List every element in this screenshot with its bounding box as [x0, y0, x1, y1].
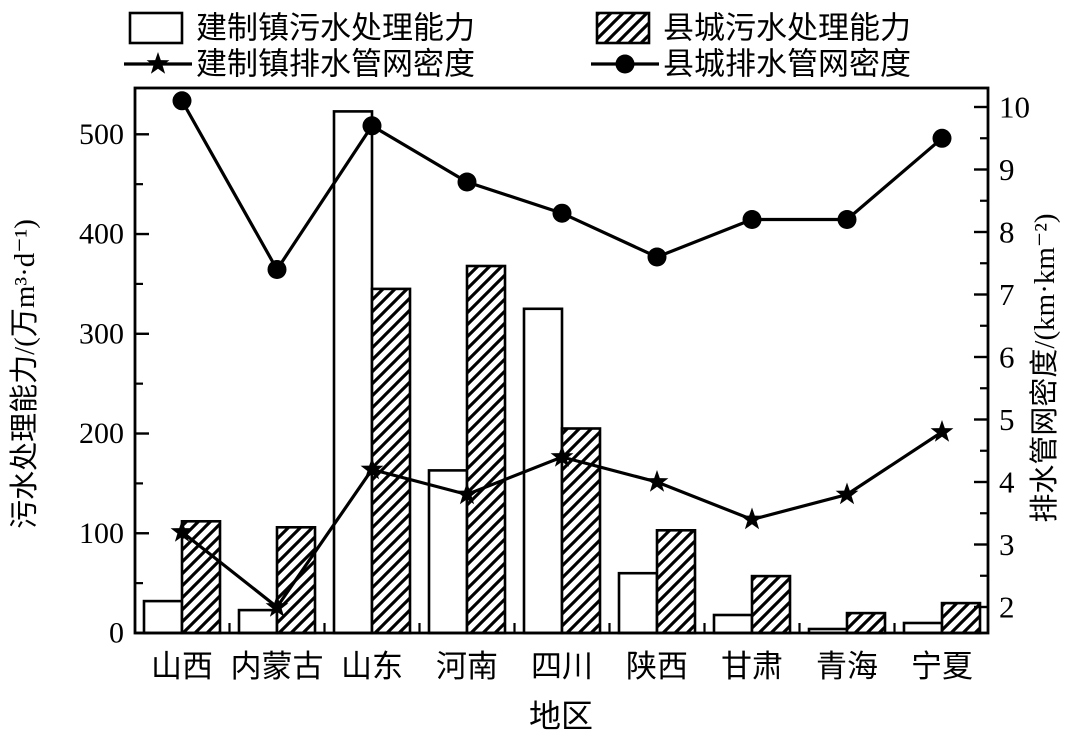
county-density-point [647, 247, 667, 267]
x-tick-label: 陕西 [626, 649, 688, 684]
county-density-point [837, 210, 857, 229]
town-density-point [360, 457, 384, 480]
right-tick-label: 3 [999, 527, 1015, 562]
lines-layer [170, 91, 954, 617]
legend-label: 县城排水管网密度 [663, 47, 911, 82]
right-tick-label: 9 [999, 152, 1015, 187]
legend-label: 建制镇污水处理能力 [196, 11, 475, 46]
town-density-point [645, 470, 669, 492]
town-density-point [265, 595, 289, 617]
left-tick-label: 200 [79, 417, 124, 450]
county-density-point [457, 172, 477, 192]
county-density-point [932, 128, 952, 148]
bar-town [902, 621, 944, 635]
x-tick-label: 青海 [816, 649, 878, 684]
legend-item: 县城排水管网密度 [591, 47, 911, 82]
town-density-point [835, 482, 859, 505]
bar-town [712, 613, 754, 635]
legend-item: 建制镇排水管网密度 [124, 47, 475, 82]
right-tick-label: 5 [999, 402, 1015, 437]
legend-item: 县城污水处理能力 [595, 11, 911, 46]
axis-labels-layer: 地区 污水处理能力/(万m³·d⁻¹) 排水管网密度/(km·km⁻²) [8, 213, 1061, 734]
left-tick-label: 300 [79, 317, 124, 350]
left-tick-label: 0 [109, 617, 124, 650]
right-axis-title: 排水管网密度/(km·km⁻²) [1028, 213, 1061, 522]
legend-open-bar-swatch [128, 11, 184, 45]
town-density-point [550, 445, 574, 467]
bar-county [370, 287, 412, 635]
left-tick-label: 500 [79, 118, 124, 151]
county-density-point [172, 91, 192, 111]
county-density-point [267, 260, 287, 279]
county-density-point [362, 116, 382, 136]
x-tick-label: 甘肃 [721, 649, 783, 684]
left-tick-label: 400 [79, 218, 124, 251]
bar-county [750, 574, 792, 635]
right-tick-label: 2 [999, 590, 1015, 625]
legend-star-marker [146, 52, 170, 74]
legend-label: 县城污水处理能力 [663, 11, 911, 46]
legend-label: 建制镇排水管网密度 [196, 47, 475, 82]
right-tick-label: 10 [999, 90, 1030, 125]
legend-hatched-bar-swatch [595, 11, 651, 45]
legend-item: 建制镇污水处理能力 [128, 11, 475, 46]
left-tick-label: 100 [79, 517, 124, 550]
x-tick-label: 山西 [151, 649, 213, 684]
bar-county [655, 528, 697, 635]
left-axis-title: 污水处理能力/(万m³·d⁻¹) [8, 219, 41, 529]
right-tick-label: 7 [999, 277, 1015, 312]
town-density-point [170, 520, 194, 542]
x-tick-label: 山东 [341, 649, 403, 684]
bar-town [332, 110, 374, 635]
bars-layer [142, 110, 982, 635]
plot-frame [133, 86, 990, 635]
bar-town [142, 599, 184, 635]
right-tick-label: 6 [999, 340, 1015, 375]
right-tick-label: 4 [999, 465, 1015, 500]
right-tick-label: 8 [999, 215, 1015, 250]
bar-town [617, 571, 659, 635]
county-density-point [742, 210, 762, 229]
line-county-density [180, 100, 944, 273]
legend-circle-marker [615, 54, 635, 74]
x-tick-label: 内蒙古 [231, 649, 324, 684]
x-tick-label: 河南 [436, 649, 498, 684]
town-density-point [930, 420, 954, 442]
bar-town [427, 469, 469, 635]
town-density-point [455, 482, 479, 505]
town-density-point [740, 507, 764, 530]
x-axis-title: 地区 [529, 698, 593, 734]
ticks-layer: 0 100 200 300 400 500 2 3 4 5 6 7 8 9 10 山西 内蒙古 山东 河南 四川 陕西甘… [79, 90, 1030, 685]
county-density-point [552, 203, 572, 223]
x-tick-label: 四川 [531, 649, 593, 684]
x-tick-label: 宁夏 [911, 649, 973, 684]
bar-county [465, 264, 507, 635]
bar-county [845, 611, 887, 635]
